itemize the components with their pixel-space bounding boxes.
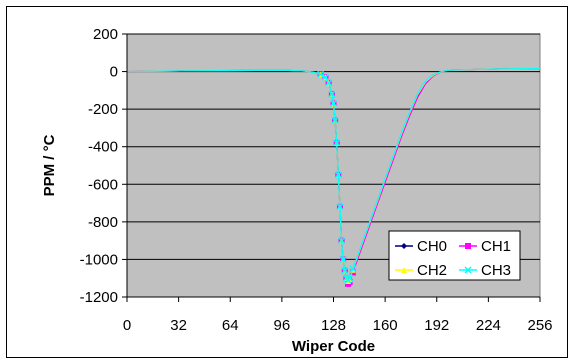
y-tick-labels: 200 0 -200 -400 -600 -800 -1000 -1200 [80,26,118,306]
data-point [339,255,347,263]
legend-item-ch0: CH0 [395,238,447,255]
x-tick-label: 224 [476,317,501,334]
data-point [349,265,357,273]
y-tick-label: -800 [88,214,118,231]
legend-label: CH3 [481,262,511,279]
series-ch3 [126,67,541,284]
legend-label: CH1 [481,238,511,255]
data-point [336,203,344,211]
data-point [321,73,329,81]
legend-marker [401,267,407,273]
legend-label: CH0 [417,238,447,255]
series-layer [126,67,541,287]
x-tick-label: 96 [274,317,291,334]
data-point [328,90,336,98]
x-tick-label: 32 [170,317,187,334]
x-tick-label: 128 [321,317,346,334]
data-point [338,237,346,245]
y-tick-label: 200 [93,26,118,43]
axes [122,33,541,302]
data-point [346,274,354,282]
y-axis-title: PPM / °C [41,134,58,196]
y-tick-label: -200 [88,101,118,118]
x-tick-label: 192 [424,317,449,334]
legend-item-ch1: CH1 [459,238,511,255]
x-tick-label: 256 [527,317,552,334]
legend-marker [464,266,472,274]
legend-marker [465,243,471,249]
legend-item-ch3: CH3 [459,262,511,279]
data-point [331,116,339,124]
legend-box [388,230,521,281]
data-point [341,267,349,275]
legend: CH0 CH1 CH2 CH3 [388,230,521,281]
x-tick-label: 0 [123,317,131,334]
x-tick-label: 64 [222,317,239,334]
legend-item-ch2: CH2 [395,262,447,279]
data-point [334,171,342,179]
y-tick-label: -400 [88,139,118,156]
y-tick-label: -1000 [80,251,118,268]
x-axis-title: Wiper Code [292,338,375,355]
data-point [329,99,338,108]
data-point [317,70,325,78]
data-point [333,139,341,147]
legend-marker [401,243,407,249]
y-tick-label: -600 [88,176,118,193]
data-point [325,79,333,87]
y-tick-label: 0 [110,64,118,81]
legend-label: CH2 [417,262,447,279]
x-tick-labels: 0 32 64 96 128 160 192 224 256 [123,317,553,334]
x-tick-label: 160 [373,317,398,334]
y-tick-label: -1200 [80,289,118,306]
